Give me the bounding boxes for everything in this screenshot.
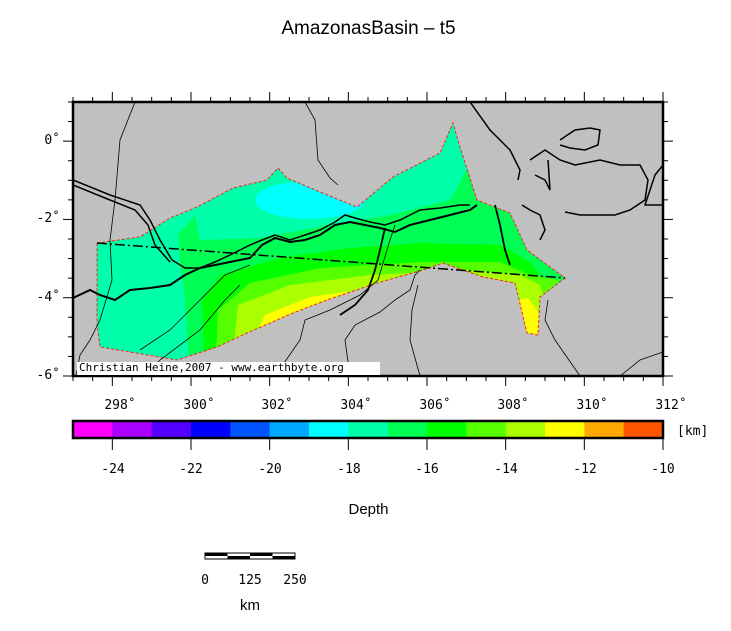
colorbar-tick-label: -24	[101, 462, 125, 477]
colorbar-swatch	[387, 421, 428, 438]
y-tick-label: -6˚	[36, 368, 60, 383]
x-tick-label: 304˚	[340, 398, 372, 413]
colorbar	[73, 421, 664, 450]
colorbar-swatch	[348, 421, 389, 438]
colorbar-tick-label: -20	[258, 462, 282, 477]
colorbar-tick-label: -18	[337, 462, 361, 477]
x-tick-label: 300˚	[183, 398, 215, 413]
colorbar-frame	[71, 419, 665, 440]
colorbar-label: Depth	[348, 501, 389, 518]
colorbar-tick-label: -14	[494, 462, 518, 477]
x-tick-label: 302˚	[261, 398, 293, 413]
map-title: AmazonasBasin – t5	[281, 18, 456, 39]
colorbar-swatch	[230, 421, 271, 438]
scale-label: 125	[238, 573, 262, 588]
colorbar-swatch	[191, 421, 231, 438]
colorbar-unit: [km]	[677, 424, 709, 439]
scale-bar	[204, 552, 296, 560]
y-tick-label: -4˚	[36, 290, 60, 305]
x-tick-label: 298˚	[104, 398, 136, 413]
colorbar-swatch	[73, 421, 113, 438]
x-tick-label: 310˚	[576, 398, 608, 413]
profile-line	[96, 242, 566, 279]
y-tick-label: 0˚	[44, 133, 60, 148]
x-tick-label: 306˚	[419, 398, 451, 413]
colorbar-swatch	[427, 421, 467, 438]
axis-ticks	[63, 92, 673, 386]
scale-label: 250	[283, 573, 307, 588]
colorbar-tick-label: -10	[651, 462, 675, 477]
colorbar-swatch	[269, 421, 310, 438]
colorbar-tick-label: -12	[573, 462, 597, 477]
credit-text: Christian Heine,2007 - www.earthbyte.org	[79, 361, 344, 374]
scale-label: 0	[201, 573, 209, 588]
credit-background	[77, 362, 380, 375]
colorbar-swatch	[466, 421, 507, 438]
scale-unit: km	[240, 597, 260, 614]
coastlines-rivers	[73, 102, 663, 376]
x-tick-label: 312˚	[655, 398, 687, 413]
colorbar-swatch	[545, 421, 585, 438]
colorbar-swatch	[584, 421, 625, 438]
x-tick-label: 308˚	[497, 398, 529, 413]
colorbar-swatch	[505, 421, 546, 438]
colorbar-swatch	[112, 421, 153, 438]
colorbar-tick-label: -22	[179, 462, 203, 477]
colorbar-tick-label: -16	[415, 462, 439, 477]
y-tick-label: -2˚	[36, 211, 60, 226]
colorbar-swatch	[623, 421, 664, 438]
colorbar-swatch	[309, 421, 349, 438]
colorbar-swatch	[151, 421, 192, 438]
